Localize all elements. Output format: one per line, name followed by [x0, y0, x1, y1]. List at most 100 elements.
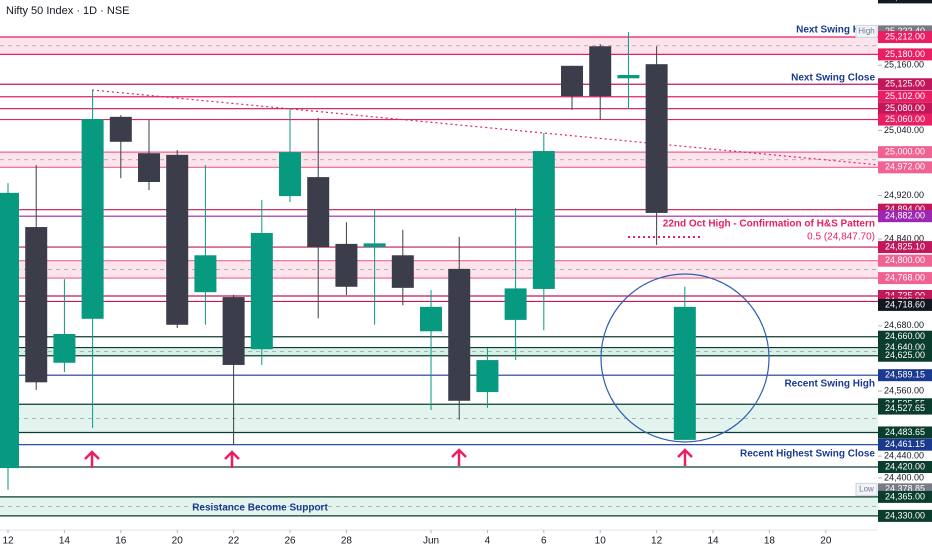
candle-body [166, 154, 189, 325]
price-tag [878, 490, 932, 503]
price-tag-label: 24,735.00 [885, 290, 925, 300]
price-tag [878, 210, 932, 223]
y-tick-label: 25,160.00 [884, 60, 924, 70]
price-tag [878, 369, 932, 382]
x-tick-label: 28 [341, 536, 353, 547]
price-tag-label: 25,222.40 [885, 26, 925, 36]
x-tick-label: 14 [59, 536, 71, 547]
candle-body [673, 306, 696, 440]
note-tag-label: High [858, 26, 874, 35]
candle-body [504, 288, 527, 320]
price-tag-label: 24,640.00 [885, 342, 925, 352]
candle-body [279, 152, 302, 197]
y-tick-label: 24,920.00 [884, 190, 924, 200]
annotation: 0.5 (24,847.70) [807, 232, 875, 243]
candles [0, 32, 696, 490]
trend-line [91, 89, 932, 171]
price-tag-label: 24,330.00 [885, 510, 925, 520]
annotation: 22nd Oct High - Confirmation of H&S Patt… [663, 219, 875, 230]
price-tag [878, 461, 932, 474]
x-tick-label: 10 [595, 536, 607, 547]
candle-body [391, 255, 414, 288]
y-tick-label: 24,440.00 [884, 451, 924, 461]
chart-title: Nifty 50 Index · 1D · NSE [6, 5, 130, 17]
price-tag [878, 161, 932, 174]
zone [0, 347, 878, 356]
y-tick-label: 24,680.00 [884, 320, 924, 330]
zone [0, 37, 878, 55]
x-tick-label: 18 [764, 536, 776, 547]
x-tick-label: 12 [651, 536, 663, 547]
price-tag [878, 102, 932, 115]
x-tick-label: 26 [284, 536, 296, 547]
candle-body [53, 334, 76, 363]
candle-body [363, 243, 386, 248]
price-tag-label: 24,483.65 [885, 427, 925, 437]
price-tag [878, 272, 932, 285]
candle-body [109, 116, 132, 142]
candle-body [307, 177, 330, 248]
annotation: Recent Swing High [784, 379, 875, 390]
candle-body [589, 46, 612, 97]
price-tag-label: 24,589.15 [885, 370, 925, 380]
x-tick-label: Jun [423, 536, 439, 547]
annotation: Next Swing Close [791, 73, 875, 84]
price-tag [878, 90, 932, 103]
y-tick-label: 24,560.00 [884, 385, 924, 395]
price-tag-label: 24,527.65 [885, 403, 925, 413]
note-tag [855, 482, 878, 496]
x-tick-label: 16 [115, 536, 127, 547]
candle-body [0, 192, 20, 469]
candle-body [448, 268, 471, 401]
price-tag-label: 25,285.00 [885, 0, 925, 2]
candle-body [222, 297, 245, 365]
note-tag-label: Low [859, 484, 874, 493]
price-tag [878, 298, 932, 311]
highlight-circle [600, 273, 770, 443]
x-tick-label: 14 [707, 536, 719, 547]
price-tag-label: 24,882.00 [885, 211, 925, 221]
price-tag-label: 25,080.00 [885, 103, 925, 113]
price-tag [878, 0, 932, 4]
y-tick-label: 24,840.00 [884, 233, 924, 243]
arrows [84, 448, 693, 468]
price-tag-label: 24,625.00 [885, 350, 925, 360]
candle-body [138, 153, 161, 182]
price-tag-label: 24,461.15 [885, 439, 925, 449]
price-tag [878, 426, 932, 439]
price-tag [878, 349, 932, 362]
price-tag-label: 24,365.00 [885, 491, 925, 501]
price-tag-label: 24,768.00 [885, 272, 925, 282]
price-tag [878, 254, 932, 267]
x-tick-label: 20 [820, 536, 832, 547]
price-tag-label: 24,378.85 [885, 484, 925, 494]
price-tag [878, 146, 932, 159]
price-tag-label: 24,972.00 [885, 162, 925, 172]
zone [0, 260, 878, 279]
candle-body [476, 360, 499, 393]
price-tag [878, 402, 932, 415]
price-tag-label: 24,800.00 [885, 255, 925, 265]
price-tag [878, 113, 932, 126]
candle-body [532, 151, 555, 289]
price-tag [878, 48, 932, 61]
price-tag-label: 24,420.00 [885, 461, 925, 471]
price-tag-label: 24,894.00 [885, 204, 925, 214]
candle-body [250, 233, 273, 350]
price-tag-label: 24,660.00 [885, 331, 925, 341]
zone [0, 496, 878, 516]
levels [0, 36, 878, 517]
annotation: Recent Highest Swing Close [740, 449, 875, 460]
annotation: Resistance Become Support [192, 503, 328, 514]
price-tag [878, 31, 932, 44]
price-tag-label: 25,180.00 [885, 49, 925, 59]
price-tag-label: 24,825.10 [885, 241, 925, 251]
title-box [0, 0, 140, 20]
x-tick-label: 6 [541, 536, 547, 547]
candle-body [561, 65, 584, 97]
x-tick-label: 20 [172, 536, 184, 547]
note-tag [855, 24, 878, 38]
price-tag [878, 330, 932, 343]
